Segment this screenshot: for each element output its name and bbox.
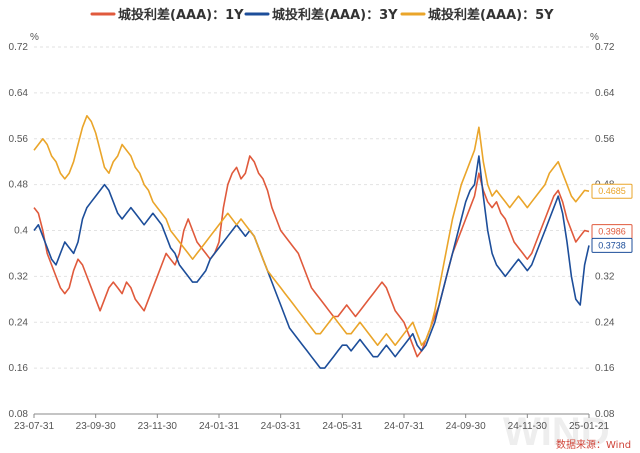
x-tick-label: 24-03-31 [261,421,301,432]
y-tick-label: 0.4 [14,226,28,237]
series-line-3 [33,115,590,346]
y-tick-label: 0.16 [595,363,615,374]
end-label-2: 0.3738 [591,237,633,253]
x-tick-label: 24-09-30 [446,421,486,432]
legend-item-3: 城投利差(AAA)：5Y [400,7,554,23]
y-tick-label: 0.56 [595,134,615,145]
legend: 城投利差(AAA)：1Y 城投利差(AAA)：3Y 城投利差(AAA)：5Y [90,7,554,23]
end-label-text: 0.3738 [598,240,626,250]
y-tick-label: 0.48 [9,180,29,191]
source-note: 数据来源：Wind [556,438,631,451]
series-line-2 [33,155,590,369]
x-tick-label: 24-01-31 [199,421,239,432]
gridlines [34,46,589,369]
end-label-text: 0.4685 [598,186,626,196]
x-tick-label: 23-07-31 [14,421,54,432]
y-tick-label: 0.16 [9,363,29,374]
x-tick-label: 23-09-30 [76,421,116,432]
series-line-1 [33,155,590,358]
x-tick-label: 24-07-31 [384,421,424,432]
x-tick-label: 24-05-31 [322,421,362,432]
y-tick-label: 0.32 [595,271,615,282]
series-lines [33,115,590,369]
x-tick-labels: 23-07-31 23-09-30 23-11-30 24-01-31 24-03-31… [14,414,609,432]
y-tick-labels-left: 0.08 0.16 0.24 0.32 0.4 0.48 0.56 0.64 0.72 [9,42,29,420]
y-tick-label: 0.72 [595,42,615,53]
y-tick-label: 0.08 [595,409,615,420]
y-tick-label: 0.64 [595,88,615,99]
y-tick-label: 0.56 [9,134,29,145]
y-tick-label: 0.64 [9,88,29,99]
end-label-1: 0.3986 [591,224,633,240]
y-tick-label: 0.72 [9,42,29,53]
y-tick-label: 0.24 [9,317,29,328]
x-tick-label: 25-01-21 [569,421,609,432]
legend-item-1: 城投利差(AAA)：1Y [90,7,244,23]
left-unit-label: % [30,32,39,43]
legend-label: 城投利差(AAA)：1Y [118,7,244,23]
end-labels: 0.3986 0.3738 0.4685 [591,183,633,253]
legend-item-2: 城投利差(AAA)：3Y [244,7,398,23]
watermark-text: WIND [503,410,610,453]
legend-label: 城投利差(AAA)：3Y [272,7,398,23]
x-tick-label: 24-11-30 [508,421,548,432]
y-tick-label: 0.32 [9,271,29,282]
y-tick-label: 0.24 [595,317,615,328]
end-label-3: 0.4685 [591,183,633,199]
end-label-text: 0.3986 [598,227,626,237]
x-tick-label: 23-11-30 [138,421,178,432]
y-tick-label: 0.08 [9,409,29,420]
legend-label: 城投利差(AAA)：5Y [428,7,554,23]
right-unit-label: % [590,32,599,43]
